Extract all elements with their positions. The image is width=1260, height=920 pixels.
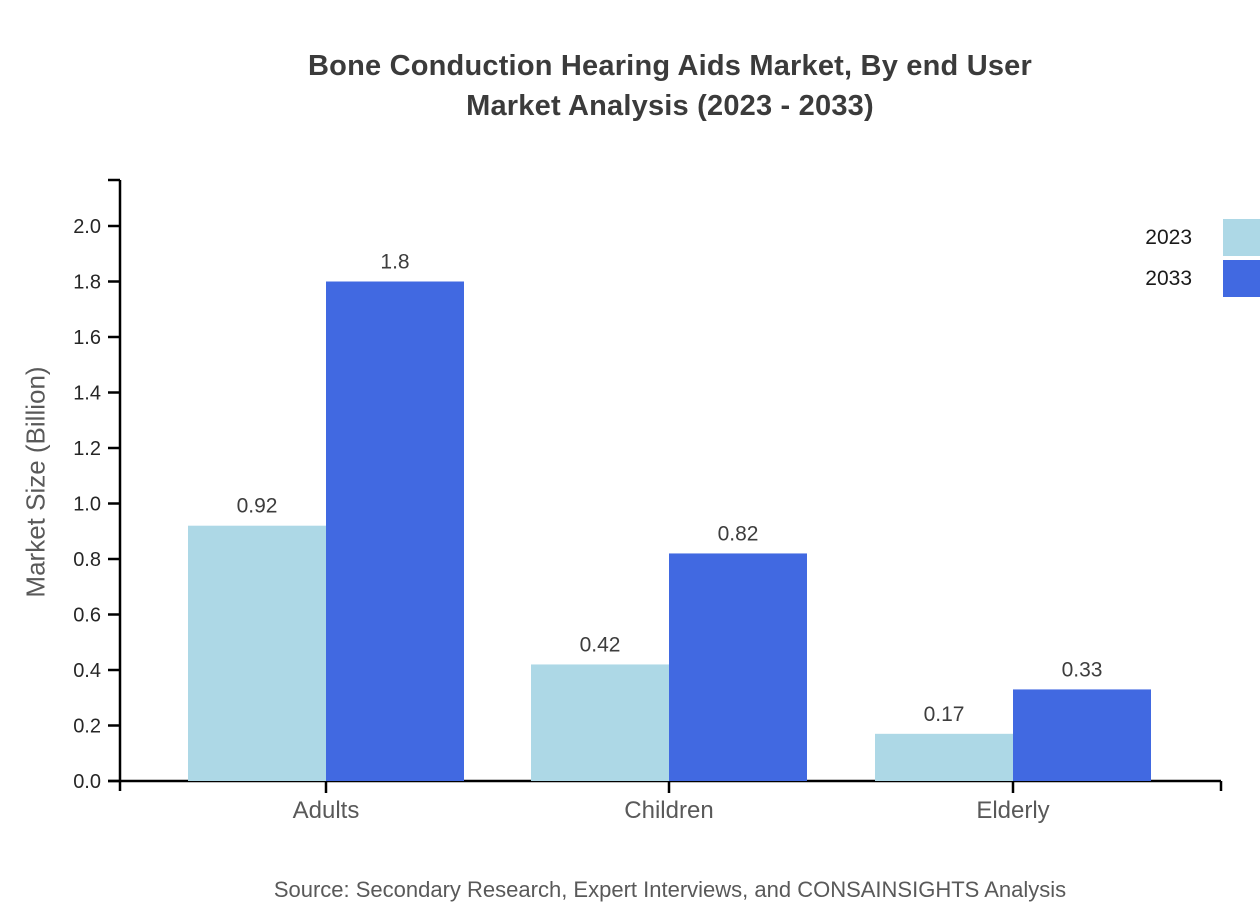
source-note: Source: Secondary Research, Expert Inter… bbox=[273, 877, 1067, 902]
bar-2033-Adults bbox=[326, 281, 464, 781]
bar-value-label: 0.92 bbox=[237, 495, 278, 518]
bar-2023-Elderly bbox=[875, 733, 1013, 781]
bar-2033-Children bbox=[669, 553, 807, 781]
legend-label: 2033 bbox=[1145, 266, 1192, 290]
legend-swatch bbox=[1223, 260, 1260, 297]
y-tick-label: 1.0 bbox=[73, 494, 101, 516]
x-category-label: Children bbox=[624, 797, 713, 824]
y-tick-label: 2.0 bbox=[73, 216, 101, 238]
bar-value-label: 0.82 bbox=[718, 522, 759, 545]
bar-value-label: 0.17 bbox=[924, 703, 965, 726]
bar-2023-Children bbox=[531, 664, 669, 781]
y-tick-label: 1.8 bbox=[73, 272, 101, 294]
y-tick-label: 1.2 bbox=[73, 438, 101, 460]
legend: 2023 2033 bbox=[1145, 219, 1260, 297]
bar-2023-Adults bbox=[188, 525, 326, 781]
bar-value-label: 1.8 bbox=[380, 251, 409, 274]
legend-swatch bbox=[1223, 219, 1260, 256]
bar-value-label: 0.33 bbox=[1062, 658, 1103, 681]
legend-item-2033: 2033 bbox=[1145, 260, 1260, 297]
x-category-label: Elderly bbox=[976, 797, 1049, 824]
x-category-label: Adults bbox=[293, 797, 360, 824]
y-axis-label: Market Size (Billion) bbox=[20, 366, 51, 598]
legend-item-2023: 2023 bbox=[1145, 219, 1260, 256]
y-tick-label: 0.4 bbox=[73, 660, 101, 682]
chart-title-line1: Bone Conduction Hearing Aids Market, By … bbox=[308, 50, 1032, 82]
bar-2033-Elderly bbox=[1013, 689, 1151, 781]
y-tick-label: 0.2 bbox=[73, 716, 101, 738]
y-tick-label: 0.8 bbox=[73, 549, 101, 571]
y-tick-label: 0.6 bbox=[73, 605, 101, 627]
y-tick-label: 1.4 bbox=[73, 383, 101, 405]
chart-title-line2: Market Analysis (2023 - 2033) bbox=[466, 90, 874, 122]
chart-title: Bone Conduction Hearing Aids Market, By … bbox=[80, 46, 1260, 126]
y-tick-label: 0.0 bbox=[73, 771, 101, 793]
legend-label: 2023 bbox=[1145, 225, 1192, 249]
y-tick-label: 1.6 bbox=[73, 327, 101, 349]
bar-value-label: 0.42 bbox=[580, 633, 621, 656]
